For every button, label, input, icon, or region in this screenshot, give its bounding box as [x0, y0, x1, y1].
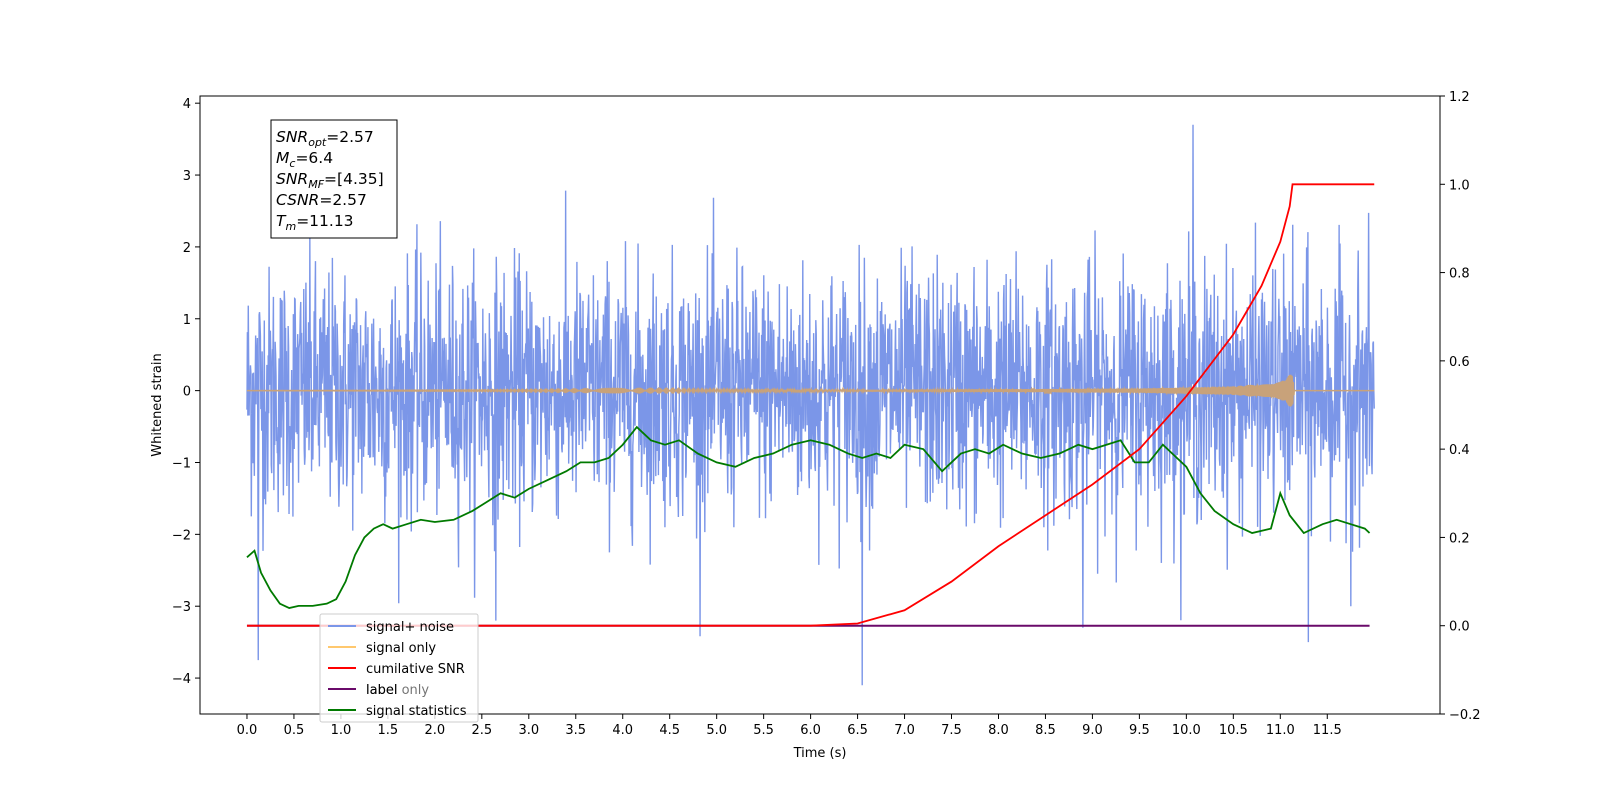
x-tick-label: 5.0 — [706, 723, 727, 738]
y-tick-label: −4 — [172, 672, 191, 687]
signal-line — [246, 374, 1375, 407]
legend-frame — [319, 613, 479, 723]
y-tick-label: −3 — [172, 600, 191, 615]
x-tick-label: 6.0 — [800, 723, 821, 738]
x-tick-label: 3.0 — [518, 723, 539, 738]
signal-statistics-line — [246, 425, 1371, 610]
signal-only-series — [246, 374, 1375, 407]
legend-label: label — [366, 683, 397, 698]
y2-tick-label: 1.0 — [1449, 178, 1470, 193]
legend: label only signal+ noise signal only cumila… — [319, 613, 479, 723]
legend-label: signal+ noise — [366, 620, 454, 635]
x-tick-label: 11.5 — [1313, 723, 1342, 738]
x-tick-label: 10.5 — [1219, 723, 1248, 738]
signal-statistics-series — [246, 425, 1371, 610]
annotation-line: SNRopt=2.57 — [276, 128, 374, 149]
x-tick-label: 5.5 — [753, 723, 774, 738]
y-axis-right: 1.2 1.0 0.8 0.6 0.4 0.2 0.0 −0.2 — [1440, 90, 1481, 723]
y2-tick-label: 0.4 — [1449, 443, 1470, 458]
x-axis-label: Time (s) — [793, 746, 847, 761]
noise-line — [246, 124, 1375, 686]
x-tick-label: 10.0 — [1172, 723, 1201, 738]
x-tick-label: 2.0 — [425, 723, 446, 738]
legend-label: signal only — [366, 641, 436, 656]
y2-tick-label: 0.2 — [1449, 531, 1470, 546]
y-tick-label: 4 — [183, 97, 191, 112]
y-tick-label: −2 — [172, 528, 191, 543]
x-tick-label: 6.5 — [847, 723, 868, 738]
y-tick-label: −1 — [172, 456, 191, 471]
x-tick-label: 3.5 — [565, 723, 586, 738]
x-tick-label: 1.5 — [378, 723, 399, 738]
x-tick-label: 1.0 — [331, 723, 352, 738]
y2-tick-label: −0.2 — [1449, 708, 1481, 723]
legend-label: cumilative SNR — [366, 662, 465, 677]
annotation-line: CSNR=2.57 — [276, 191, 367, 209]
plot-frame — [199, 95, 1441, 715]
y2-tick-label: 0.8 — [1449, 267, 1470, 282]
y2-tick-label: 0.0 — [1449, 620, 1470, 635]
y-tick-label: 0 — [183, 385, 191, 400]
legend-ghost-text: label only — [366, 683, 429, 698]
legend-label: signal statistics — [366, 704, 467, 719]
x-tick-label: 8.0 — [988, 723, 1009, 738]
x-tick-label: 7.0 — [894, 723, 915, 738]
x-tick-label: 7.5 — [941, 723, 962, 738]
y-tick-label: 2 — [183, 241, 191, 256]
annotation-line: Mc=6.4 — [276, 149, 333, 170]
x-tick-label: 9.5 — [1129, 723, 1150, 738]
x-tick-label: 9.0 — [1082, 723, 1103, 738]
y-tick-label: 1 — [183, 313, 191, 328]
x-tick-label: 11.0 — [1266, 723, 1295, 738]
annotation-line: Tm=11.13 — [276, 212, 354, 233]
cumulative-snr-series — [246, 183, 1375, 627]
y-axis-label: Whitened strain — [150, 353, 165, 456]
x-tick-label: 0.5 — [284, 723, 305, 738]
y-tick-label: 3 — [183, 169, 191, 184]
cumulative-snr-line — [246, 183, 1375, 627]
y2-tick-label: 0.6 — [1449, 355, 1470, 370]
x-tick-label: 0.0 — [237, 723, 258, 738]
x-tick-label: 4.0 — [612, 723, 633, 738]
x-axis: 0.0 0.5 1.0 1.5 2.0 2.5 3.0 3.5 4.0 4.5 5.0 5.5 6.0 6… — [237, 714, 1342, 738]
annotation-line: SNRMF=[4.35] — [276, 170, 384, 191]
x-tick-label: 8.5 — [1035, 723, 1056, 738]
y-axis-left: 4 3 2 1 0 −1 −2 −3 −4 — [172, 97, 200, 687]
x-tick-label: 2.5 — [471, 723, 492, 738]
x-tick-label: 4.5 — [659, 723, 680, 738]
y2-tick-label: 1.2 — [1449, 90, 1470, 105]
signal-noise-series — [246, 124, 1375, 686]
